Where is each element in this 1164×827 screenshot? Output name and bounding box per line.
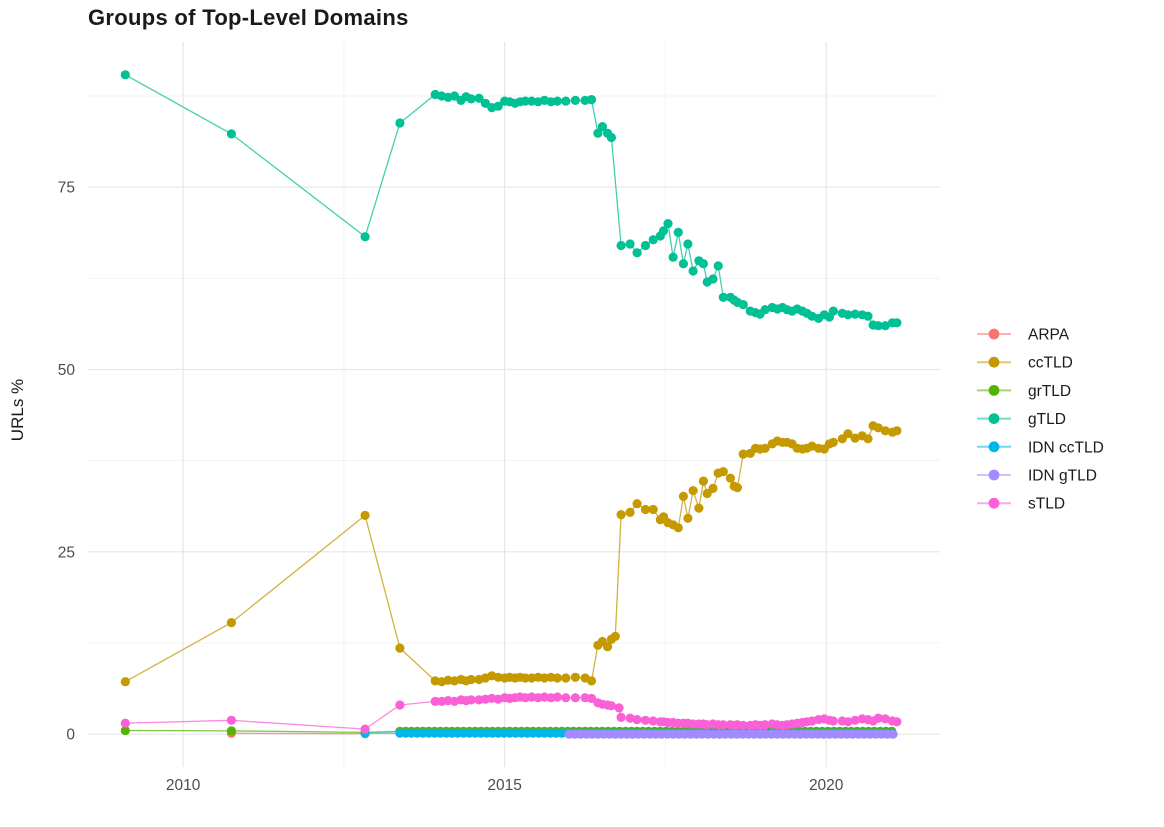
- legend-label: ARPA: [1028, 327, 1070, 344]
- grid-minor: [88, 42, 940, 767]
- legend-item-arpa: ARPA: [977, 327, 1070, 344]
- legend-item-stld: sTLD: [977, 496, 1065, 513]
- legend-item-gtld: gTLD: [977, 411, 1066, 428]
- legend-label: IDN gTLD: [1028, 468, 1097, 485]
- x-tick-label: 2015: [487, 777, 521, 794]
- x-tick-label: 2020: [809, 777, 844, 794]
- x-tick-label: 2010: [166, 777, 201, 794]
- legend-label: grTLD: [1028, 383, 1071, 400]
- legend-label: gTLD: [1028, 411, 1066, 428]
- y-tick-label: 50: [58, 362, 76, 379]
- legend-label: IDN ccTLD: [1028, 439, 1104, 456]
- legend-label: ccTLD: [1028, 355, 1073, 372]
- series-cctld: [120, 421, 902, 687]
- chart-title: Groups of Top-Level Domains: [88, 5, 409, 30]
- series-stld: [120, 692, 902, 734]
- series-idn-gtld: [564, 729, 898, 739]
- legend-label: sTLD: [1028, 496, 1065, 513]
- legend-item-grtld: grTLD: [977, 383, 1071, 400]
- legend: ARPA ccTLD grTLD gTLD IDN ccTLD IDN gTLD sTLD: [977, 327, 1104, 513]
- series-gtld: [120, 70, 902, 331]
- legend-item-idn-cctld: IDN ccTLD: [977, 439, 1104, 456]
- grid-major: [88, 42, 940, 767]
- y-tick-label: 0: [66, 727, 75, 744]
- axis-tick-labels: 0 25 50 75 2010 2015 2020: [58, 180, 844, 794]
- series-arpa: [226, 728, 370, 739]
- legend-item-cctld: ccTLD: [977, 355, 1073, 372]
- y-tick-label: 75: [58, 180, 75, 197]
- legend-item-idn-gtld: IDN gTLD: [977, 468, 1097, 485]
- y-tick-label: 25: [58, 544, 75, 561]
